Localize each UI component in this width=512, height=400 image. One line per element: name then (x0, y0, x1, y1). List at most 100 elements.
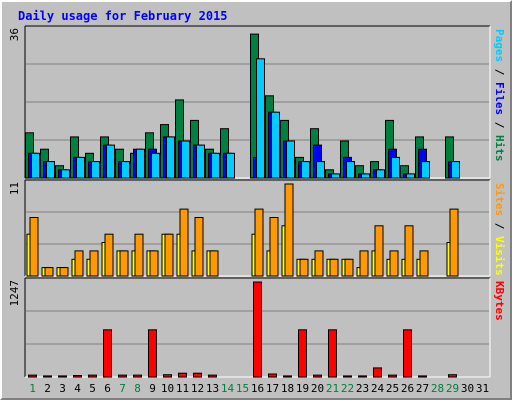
x-tick-label: 10 (161, 382, 174, 395)
bar-kbytes-day-13 (208, 374, 217, 378)
bar-sites-day-27 (419, 250, 429, 277)
x-tick-label: 22 (341, 382, 354, 395)
bar-pages-day-6 (106, 144, 115, 179)
x-tick-label: 31 (476, 382, 489, 395)
x-tick-label: 17 (266, 382, 279, 395)
bar-kbytes-day-27 (418, 375, 427, 378)
bar-kbytes-day-18 (283, 375, 292, 378)
x-tick-label: 11 (176, 382, 189, 395)
bar-sites-day-23 (359, 250, 369, 277)
x-tick-label: 25 (386, 382, 399, 395)
x-tick-label: 24 (371, 382, 385, 395)
bar-pages-day-26 (406, 173, 415, 179)
bar-pages-day-23 (361, 173, 370, 179)
panel-traffic: 36 Pages / Files / Hits (8, 25, 506, 179)
bar-kbytes-day-1 (28, 374, 37, 378)
bar-pages-day-2 (46, 161, 55, 179)
bar-pages-day-8 (136, 148, 145, 179)
chart-panels: 36 Pages / Files / Hits 11 Sites / Visits12… (8, 25, 506, 378)
bar-pages-day-11 (181, 140, 190, 179)
x-tick-label: 6 (104, 382, 111, 395)
legend-part: Sites (493, 183, 506, 216)
bar-kbytes-day-10 (163, 374, 172, 378)
legend-part: Files (493, 82, 506, 115)
bar-sites-day-11 (179, 208, 189, 277)
legend-part: / (493, 216, 506, 236)
bar-kbytes-day-16 (253, 281, 262, 378)
bar-kbytes-day-24 (373, 367, 382, 378)
bar-pages-day-25 (391, 156, 400, 179)
x-tick-label: 2 (44, 382, 51, 395)
bar-kbytes-day-4 (73, 375, 82, 378)
bar-sites-day-5 (89, 250, 99, 277)
bar-sites-day-21 (329, 258, 339, 277)
bar-sites-day-16 (254, 208, 264, 277)
bar-kbytes-day-6 (103, 329, 112, 378)
bar-pages-day-9 (151, 152, 160, 179)
bar-sites-day-6 (104, 233, 114, 277)
x-tick-label: 5 (89, 382, 96, 395)
y-max-label: 36 (8, 28, 21, 41)
bar-sites-day-12 (194, 217, 204, 277)
x-tick-label: 14 (221, 382, 235, 395)
legend-part: Visits (493, 236, 506, 276)
bar-pages-day-16 (256, 58, 265, 179)
bar-kbytes-day-29 (448, 374, 457, 378)
x-tick-label: 29 (446, 382, 459, 395)
bar-sites-day-7 (119, 250, 129, 277)
x-tick-label: 18 (281, 382, 294, 395)
bar-sites-day-9 (149, 250, 159, 277)
x-tick-label: 12 (191, 382, 204, 395)
x-tick-label: 26 (401, 382, 414, 395)
x-tick-label: 13 (206, 382, 219, 395)
chart-title: Daily usage for February 2015 (18, 9, 228, 23)
x-tick-label: 4 (74, 382, 81, 395)
legend-label: KBytes (493, 281, 506, 321)
legend-label: Sites / Visits (493, 183, 506, 276)
bar-pages-day-18 (286, 140, 295, 179)
bar-kbytes-day-17 (268, 373, 277, 378)
bar-kbytes-day-20 (313, 374, 322, 378)
bar-sites-day-10 (164, 233, 174, 277)
bar-pages-day-22 (346, 161, 355, 179)
legend-part: / (493, 62, 506, 82)
bar-pages-day-27 (421, 161, 430, 179)
bar-pages-day-4 (76, 156, 85, 179)
legend-part: / (493, 115, 506, 135)
bar-sites-day-20 (314, 250, 324, 277)
x-tick-label: 8 (134, 382, 141, 395)
bar-kbytes-day-19 (298, 329, 307, 378)
x-tick-label: 20 (311, 382, 324, 395)
bar-kbytes-day-26 (403, 329, 412, 378)
bar-pages-day-14 (226, 152, 235, 179)
x-tick-label: 23 (356, 382, 369, 395)
bar-sites-day-29 (449, 208, 459, 277)
x-tick-label: 27 (416, 382, 429, 395)
x-tick-label: 28 (431, 382, 444, 395)
bar-pages-day-12 (196, 144, 205, 179)
bar-kbytes-day-3 (58, 375, 67, 378)
bar-kbytes-day-9 (148, 329, 157, 378)
bar-sites-day-26 (404, 225, 414, 277)
bar-sites-day-17 (269, 217, 279, 277)
bar-pages-day-10 (166, 136, 175, 179)
bar-sites-day-2 (44, 267, 54, 277)
bar-kbytes-day-22 (343, 375, 352, 378)
bar-pages-day-5 (91, 161, 100, 179)
bar-pages-day-7 (121, 161, 130, 179)
bar-pages-day-13 (211, 152, 220, 179)
bar-sites-day-3 (59, 267, 69, 277)
y-max-label: 11 (8, 182, 21, 195)
bar-sites-day-25 (389, 250, 399, 277)
legend-part: KBytes (493, 281, 506, 321)
bar-pages-day-21 (331, 173, 340, 179)
bar-kbytes-day-8 (133, 374, 142, 378)
x-tick-label: 7 (119, 382, 126, 395)
x-tick-label: 1 (29, 382, 36, 395)
panel-kbytes: 1247 KBytes (8, 277, 506, 378)
x-tick-label: 16 (251, 382, 264, 395)
x-tick-label: 9 (149, 382, 156, 395)
x-axis-labels: 1 2 3 4 5 6 7 8 9 10 11 12 13 14 15 16 17 18 19 20 21 22 23 24 2… (29, 382, 489, 395)
bar-pages-day-29 (451, 161, 460, 179)
bar-sites-day-1 (29, 217, 39, 277)
